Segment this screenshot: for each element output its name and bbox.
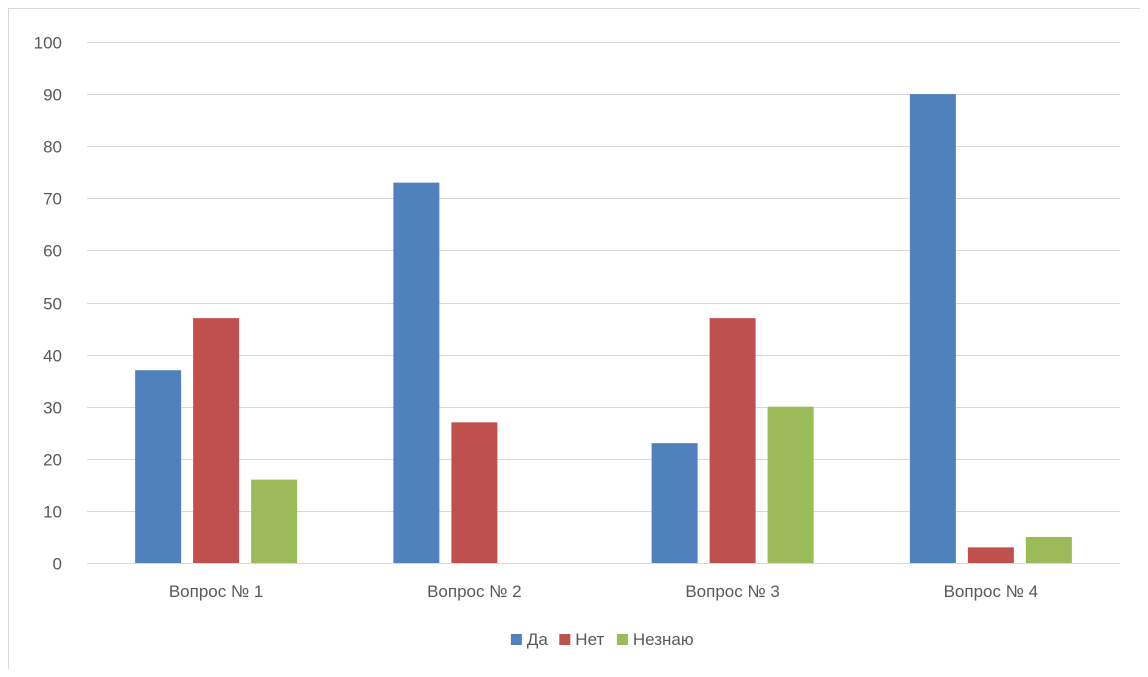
bar	[709, 318, 756, 563]
x-category-label: Вопрос № 1	[169, 582, 264, 601]
bar	[251, 479, 298, 563]
bar	[651, 443, 698, 563]
legend-label: Нет	[575, 630, 604, 649]
bar	[393, 182, 440, 564]
y-tick-label: 60	[43, 242, 62, 261]
y-tick-label: 30	[43, 399, 62, 418]
x-category-label: Вопрос № 3	[685, 582, 780, 601]
y-tick-label: 20	[43, 451, 62, 470]
y-tick-label: 100	[34, 34, 62, 53]
y-tick-label: 70	[43, 190, 62, 209]
legend-label: Незнаю	[633, 630, 694, 649]
chart-frame	[8, 8, 1140, 669]
bar	[767, 406, 814, 563]
y-tick-label: 80	[43, 138, 62, 157]
bar	[1025, 536, 1072, 563]
legend-label: Да	[527, 630, 549, 649]
y-tick-label: 90	[43, 86, 62, 105]
x-axis-category-labels: Вопрос № 1 Вопрос № 2 Вопрос № 3 Вопрос № 4	[169, 582, 1038, 601]
y-tick-label: 0	[53, 555, 62, 574]
gridlines	[87, 42, 1120, 512]
x-category-label: Вопрос № 4	[944, 582, 1039, 601]
bar	[967, 547, 1014, 563]
legend-swatch	[616, 634, 628, 645]
legend: Да Нет Незнаю	[510, 630, 694, 649]
bar	[193, 318, 240, 563]
bar	[451, 422, 498, 563]
y-axis-tick-labels: 0 10 20 30 40 50 60 70 80 90 100	[34, 34, 62, 574]
y-tick-label: 50	[43, 295, 62, 314]
legend-swatch	[559, 634, 571, 645]
bar	[909, 94, 956, 563]
x-category-label: Вопрос № 2	[427, 582, 522, 601]
y-tick-label: 40	[43, 347, 62, 366]
y-tick-label: 10	[43, 503, 62, 522]
bars	[135, 94, 1072, 564]
legend-swatch	[510, 634, 522, 645]
bar	[135, 370, 182, 563]
